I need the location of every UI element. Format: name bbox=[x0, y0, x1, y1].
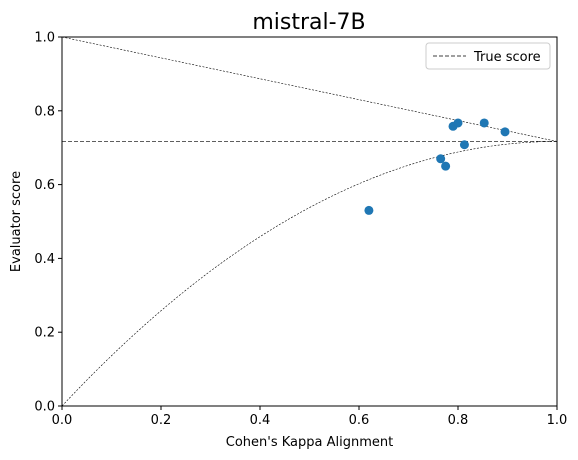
plot-area bbox=[61, 36, 558, 407]
y-tick-label: 1.0 bbox=[34, 31, 55, 46]
y-axis-label: Evaluator score bbox=[9, 171, 24, 272]
chart-title: mistral-7B bbox=[252, 10, 365, 35]
plot-frame bbox=[61, 36, 558, 407]
y-tick-label: 0.2 bbox=[34, 326, 55, 341]
legend: True score bbox=[425, 42, 551, 70]
lower-bound-curve bbox=[61, 141, 558, 407]
data-point bbox=[453, 118, 463, 128]
data-point bbox=[479, 118, 489, 128]
y-tick-label: 0.8 bbox=[34, 104, 55, 119]
y-tick-label: 0.4 bbox=[34, 252, 55, 267]
x-axis-label: Cohen's Kappa Alignment bbox=[226, 435, 393, 450]
data-point bbox=[500, 127, 510, 137]
y-tick-label: 0.0 bbox=[34, 400, 55, 415]
x-tick-label: 0.4 bbox=[250, 413, 271, 428]
x-tick-label: 0.6 bbox=[349, 413, 370, 428]
legend-box bbox=[425, 42, 551, 70]
x-tick-label: 0.8 bbox=[448, 413, 469, 428]
data-point bbox=[459, 140, 469, 150]
y-tick-label: 0.6 bbox=[34, 178, 55, 193]
x-tick-label: 0.0 bbox=[52, 413, 73, 428]
data-point bbox=[364, 205, 374, 215]
x-tick-label: 1.0 bbox=[547, 413, 568, 428]
data-point bbox=[436, 154, 446, 164]
upper-bound-curve bbox=[61, 36, 558, 142]
legend-true-score-label: True score bbox=[473, 50, 541, 65]
x-tick-label: 0.2 bbox=[151, 413, 172, 428]
data-point bbox=[441, 161, 451, 171]
axis-ticks: 0.0 0.2 0.4 0.6 0.8 1.0 0.0 0.2 0.4 0.6 0.8 1.0 bbox=[34, 31, 567, 429]
